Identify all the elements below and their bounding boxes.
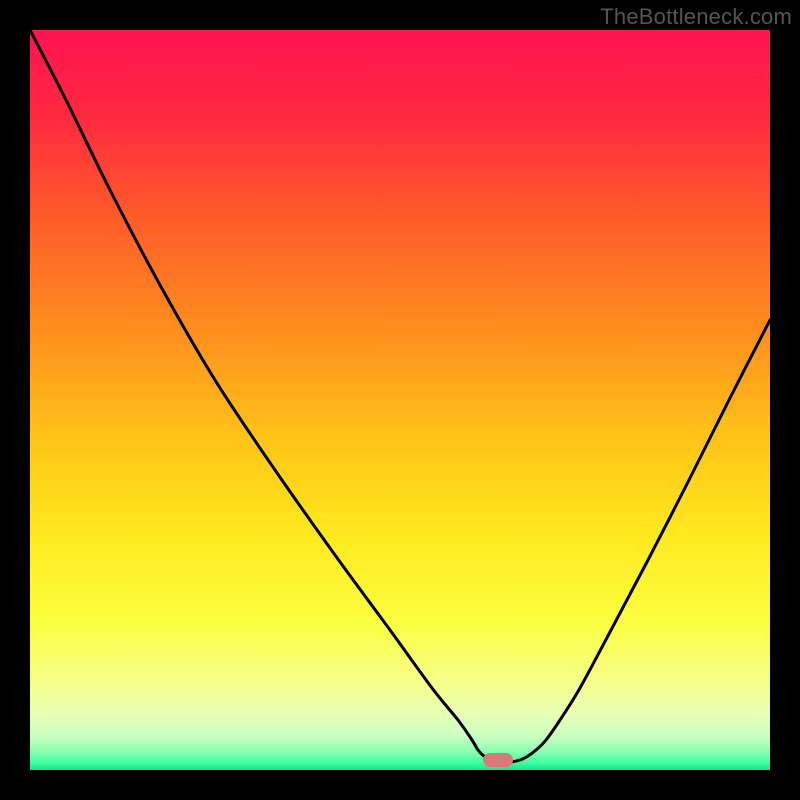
chart-stage: TheBottleneck.com [0,0,800,800]
minimum-marker [483,753,513,767]
bottleneck-chart [0,0,800,800]
watermark-label: TheBottleneck.com [600,4,792,30]
chart-gradient-background [30,30,770,770]
